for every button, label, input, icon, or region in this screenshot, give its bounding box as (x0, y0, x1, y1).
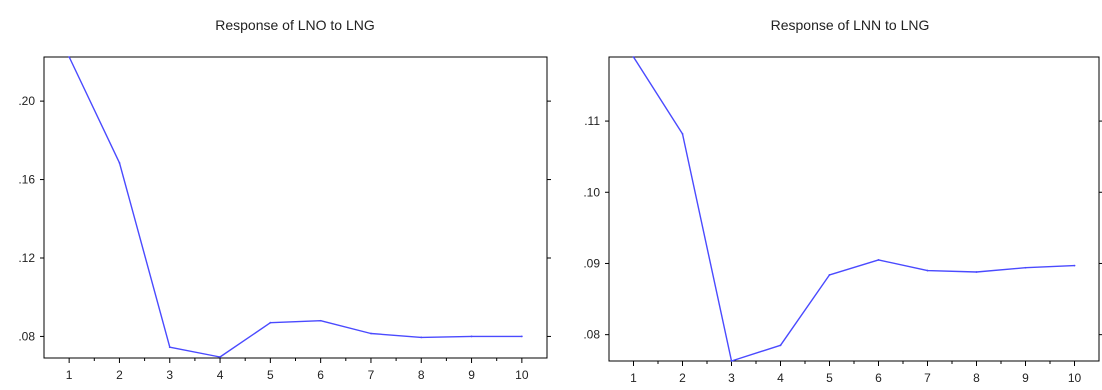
data-point (269, 322, 271, 324)
x-tick-label: 3 (166, 368, 173, 382)
x-tick-label: 3 (728, 371, 735, 385)
chart-panel-lno: Response of LNO to LNG .08 .12 .16 .20 1 2 3 4 5… (18, 17, 551, 382)
data-point (829, 274, 831, 276)
data-point (976, 271, 978, 273)
y-tick-label: .16 (18, 173, 35, 187)
data-point (471, 336, 473, 338)
data-point (927, 270, 929, 272)
x-tick-label: 4 (777, 371, 784, 385)
x-tick-label: 1 (630, 371, 637, 385)
data-point (521, 336, 523, 338)
chart-title: Response of LNO to LNG (215, 17, 375, 33)
data-point (1025, 267, 1027, 269)
y-tick-label: .10 (583, 185, 600, 199)
data-point (682, 133, 684, 135)
x-tick-label: 5 (826, 371, 833, 385)
x-tick-label: 8 (973, 371, 980, 385)
y-tick-label: .11 (584, 114, 600, 128)
data-point (780, 344, 782, 346)
x-tick-label: 9 (1022, 371, 1029, 385)
data-point (878, 259, 880, 261)
y-tick-label: .08 (583, 328, 600, 342)
x-tick-label: 2 (116, 368, 123, 382)
data-point (1074, 265, 1076, 267)
y-tick-label: .09 (583, 256, 600, 270)
x-tick-label: 9 (468, 368, 475, 382)
plot-marks: .08 .12 .16 .20 1 2 3 4 5 6 7 8 9 10 (18, 56, 551, 382)
x-tick-label: 10 (1068, 371, 1082, 385)
x-tick-label: 6 (317, 368, 324, 382)
y-tick-label: .20 (18, 94, 35, 108)
x-tick-label: 8 (418, 368, 425, 382)
data-point (370, 333, 372, 335)
data-point (68, 56, 70, 58)
plot-frame (44, 57, 547, 358)
chart-panel-lnn: Response of LNN to LNG .08 .09 .10 .11 1 2 3 4 5… (583, 17, 1102, 385)
data-point (420, 337, 422, 339)
data-point (219, 356, 221, 358)
x-tick-label: 10 (515, 368, 529, 382)
data-point (169, 346, 171, 348)
x-tick-label: 4 (217, 368, 224, 382)
y-tick-label: .12 (18, 251, 35, 265)
x-tick-label: 5 (267, 368, 274, 382)
plot-frame (609, 57, 1099, 361)
x-tick-label: 2 (679, 371, 686, 385)
data-point (633, 56, 635, 58)
data-point (320, 320, 322, 322)
chart-title: Response of LNN to LNG (771, 17, 930, 33)
plot-marks: .08 .09 .10 .11 1 2 3 4 5 6 7 8 9 10 (583, 56, 1102, 385)
x-tick-label: 1 (66, 368, 73, 382)
x-tick-label: 7 (924, 371, 931, 385)
data-point (119, 162, 121, 164)
x-tick-label: 6 (875, 371, 882, 385)
data-point (731, 360, 733, 362)
y-tick-label: .08 (18, 329, 35, 343)
series-line (69, 57, 522, 357)
x-tick-label: 7 (368, 368, 375, 382)
series-line (634, 57, 1075, 361)
